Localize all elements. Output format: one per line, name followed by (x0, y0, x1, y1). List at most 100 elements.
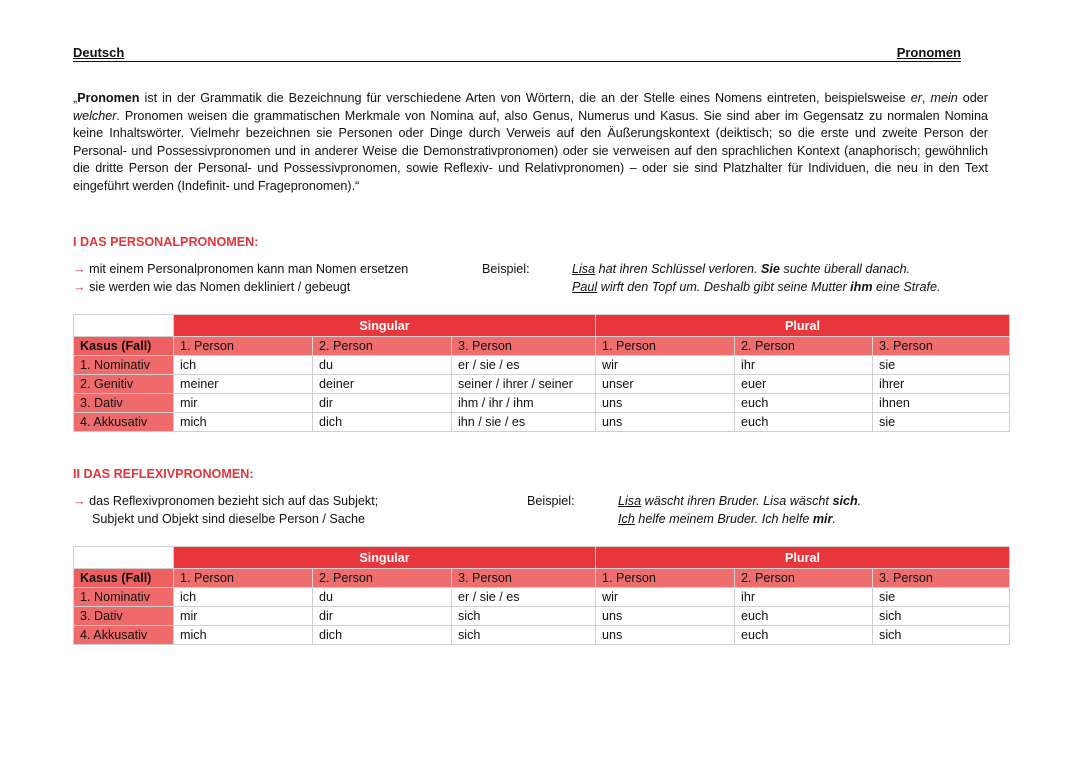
intro-segment: , (921, 91, 931, 105)
section-title-reflexiv: II DAS REFLEXIVPRONOMEN: (73, 467, 254, 481)
pronoun-cell: uns (595, 606, 736, 626)
column-header: 1. Person (595, 336, 736, 356)
pronoun-cell: dich (312, 625, 452, 645)
intro-paragraph: „Pronomen ist in der Grammatik die Bezei… (73, 90, 988, 196)
example-1: Lisa hat ihren Schlüssel verloren. Sie s… (572, 262, 911, 276)
pronoun-cell: sich (872, 625, 1011, 645)
plural-header: Plural (595, 314, 1011, 337)
pronoun-cell: ihn / sie / es (450, 412, 597, 432)
column-header: 3. Person (450, 336, 597, 356)
point: → sie werden wie das Nomen dekliniert / … (73, 280, 350, 294)
table-row: 1. Nominativ ich du er / sie / es wir ihr sie (73, 355, 1011, 375)
example-2: Paul wirft den Topf um. Deshalb gibt sei… (572, 280, 941, 294)
pronoun-cell: wir (595, 355, 736, 375)
page-header: Deutsch Pronomen (73, 45, 961, 62)
section-title-personal: I DAS PERSONALPRONOMEN: (73, 235, 259, 249)
pronoun-cell: sich (450, 606, 597, 626)
pronoun-cell: uns (595, 625, 736, 645)
kasus-cell: 3. Dativ (73, 606, 174, 626)
column-header: 1. Person (173, 568, 313, 588)
empty-cell (73, 314, 174, 337)
example-1: Lisa wäscht ihren Bruder. Lisa wäscht si… (618, 494, 862, 508)
pronoun-cell: wir (595, 587, 736, 607)
column-header: 1. Person (595, 568, 736, 588)
pronoun-cell: euch (734, 393, 874, 413)
pronoun-cell: er / sie / es (450, 587, 597, 607)
subject-label: Deutsch (73, 45, 125, 60)
pronoun-cell: sie (872, 355, 1011, 375)
singular-header: Singular (172, 546, 597, 569)
pronoun-cell: seiner / ihrer / seiner (450, 374, 597, 394)
pronoun-cell: ihr (734, 355, 874, 375)
beispiel-label: Beispiel: (482, 262, 530, 276)
pronoun-cell: uns (595, 393, 736, 413)
pronoun-cell: sie (872, 412, 1011, 432)
pronoun-cell: ich (173, 587, 313, 607)
intro-segment: welcher (73, 108, 117, 123)
kasus-cell: 4. Akkusativ (73, 412, 174, 432)
pronoun-cell: euch (734, 625, 874, 645)
column-header-row: Kasus (Fall) 1. Person 2. Person 3. Person 1… (73, 336, 1011, 356)
pronoun-cell: mich (173, 625, 313, 645)
column-header: 2. Person (312, 336, 452, 356)
point-text: sie werden wie das Nomen dekliniert / ge… (89, 280, 351, 294)
kasus-cell: 4. Akkusativ (73, 625, 174, 645)
pronoun-cell: sie (872, 587, 1011, 607)
pronoun-cell: euch (734, 606, 874, 626)
pronoun-cell: meiner (173, 374, 313, 394)
point: → mit einem Personalpronomen kann man No… (73, 262, 408, 276)
pronoun-cell: ihr (734, 587, 874, 607)
kasus-cell: 1. Nominativ (73, 355, 174, 375)
pronoun-cell: ihrer (872, 374, 1011, 394)
table-row: 4. Akkusativ mich dich sich uns euch sich (73, 625, 1011, 645)
pronoun-cell: ihnen (872, 393, 1011, 413)
point-text: Subjekt und Objekt sind dieselbe Person … (92, 512, 366, 526)
pronoun-cell: deiner (312, 374, 452, 394)
reflexivpronomen-table: Singular Plural Kasus (Fall) 1. Person 2. Pe… (73, 546, 1011, 645)
table-row: 1. Nominativ ich du er / sie / es wir ihr sie (73, 587, 1011, 607)
pronoun-cell: mich (173, 412, 313, 432)
pronoun-cell: du (312, 587, 452, 607)
intro-segment: Pronomen (77, 91, 140, 105)
group-header-row: Singular Plural (73, 314, 1011, 337)
column-header: Kasus (Fall) (73, 336, 174, 356)
arrow-icon: → (73, 494, 86, 508)
intro-segment: ist in der Grammatik die Bezeichnung für… (139, 91, 911, 105)
column-header: 3. Person (872, 568, 1011, 588)
column-header: 2. Person (734, 336, 874, 356)
pronoun-cell: sich (450, 625, 597, 645)
empty-cell (73, 546, 174, 569)
table-row: 3. Dativ mir dir ihm / ihr / ihm uns euch ihne… (73, 393, 1011, 413)
topic-label: Pronomen (896, 45, 961, 60)
singular-header: Singular (172, 314, 597, 337)
personalpronomen-table: Singular Plural Kasus (Fall) 1. Person 2. Pe… (73, 314, 1011, 432)
pronoun-cell: euch (734, 412, 874, 432)
column-header: 2. Person (312, 568, 452, 588)
column-header-row: Kasus (Fall) 1. Person 2. Person 3. Person 1… (73, 568, 1011, 588)
table-row: 4. Akkusativ mich dich ihn / sie / es uns euc… (73, 412, 1011, 432)
intro-segment: . Pronomen weisen die grammatischen Merk… (73, 108, 988, 193)
beispiel-label: Beispiel: (527, 494, 575, 508)
point-text: mit einem Personalpronomen kann man Nome… (89, 262, 409, 276)
pronoun-cell: dich (312, 412, 452, 432)
column-header: Kasus (Fall) (73, 568, 174, 588)
pronoun-cell: sich (872, 606, 1011, 626)
pronoun-cell: euer (734, 374, 874, 394)
table-row: 2. Genitiv meiner deiner seiner / ihrer / s… (73, 374, 1011, 394)
pronoun-cell: er / sie / es (450, 355, 597, 375)
column-header: 3. Person (872, 336, 1011, 356)
pronoun-cell: du (312, 355, 452, 375)
intro-segment: mein (930, 91, 958, 105)
plural-header: Plural (595, 546, 1011, 569)
pronoun-cell: mir (173, 606, 313, 626)
intro-segment: er (910, 91, 922, 105)
point-text: das Reflexivpronomen bezieht sich auf da… (89, 494, 379, 508)
intro-segment: oder (957, 91, 988, 105)
pronoun-cell: uns (595, 412, 736, 432)
arrow-icon: → (73, 280, 86, 294)
pronoun-cell: dir (312, 393, 452, 413)
pronoun-cell: unser (595, 374, 736, 394)
table-row: 3. Dativ mir dir sich uns euch sich (73, 606, 1011, 626)
pronoun-cell: ihm / ihr / ihm (450, 393, 597, 413)
